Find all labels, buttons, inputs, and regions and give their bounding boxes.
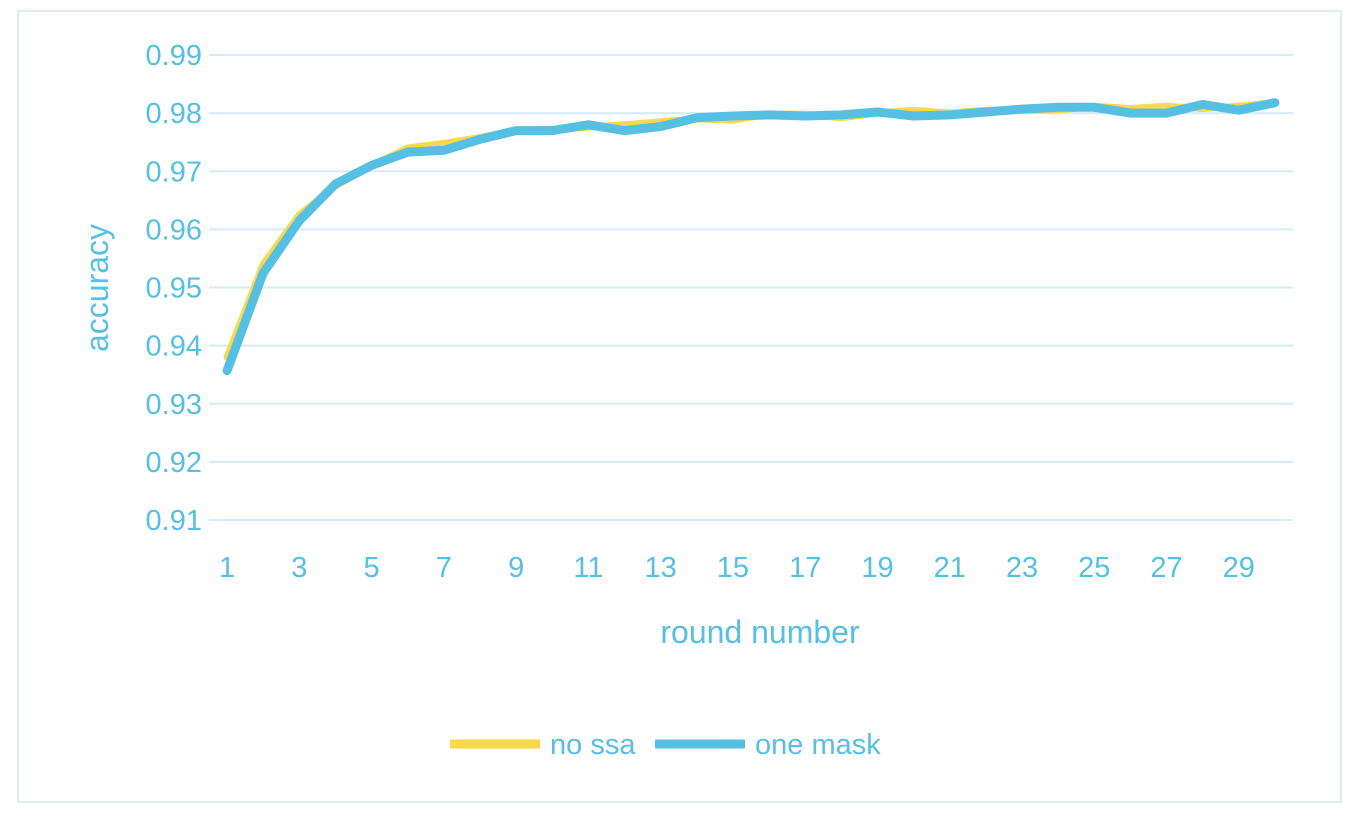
x-tick-label: 13 [645, 552, 677, 584]
x-tick-label: 21 [934, 552, 966, 584]
y-axis-ticks: 0.91 0.92 0.93 0.94 0.95 0.96 0.97 0.98 0.99 [146, 40, 202, 537]
x-tick-label: 25 [1078, 552, 1110, 584]
y-tick-label: 0.97 [146, 156, 202, 188]
x-tick-label: 17 [789, 552, 821, 584]
x-tick-label: 23 [1006, 552, 1038, 584]
x-axis-ticks: 1 3 5 7 9 11 13 15 17 19 21 23 25 27 29 [219, 552, 1255, 584]
y-tick-label: 0.96 [146, 214, 202, 246]
x-tick-label: 29 [1223, 552, 1255, 584]
y-tick-label: 0.92 [146, 447, 202, 479]
legend-label-one-mask: one mask [755, 729, 881, 761]
x-tick-label: 15 [717, 552, 749, 584]
y-axis-title: accuracy [79, 224, 115, 352]
x-tick-label: 7 [436, 552, 452, 584]
x-tick-label: 3 [291, 552, 307, 584]
y-tick-label: 0.98 [146, 98, 202, 130]
y-tick-label: 0.94 [146, 331, 202, 363]
series-lines [222, 98, 1280, 376]
series-line-one-mask [222, 98, 1280, 376]
x-tick-label: 11 [573, 552, 603, 584]
x-axis-title: round number [660, 614, 860, 650]
x-tick-label: 1 [219, 552, 235, 584]
x-tick-label: 9 [508, 552, 524, 584]
x-tick-label: 5 [364, 552, 380, 584]
y-tick-label: 0.93 [146, 389, 202, 421]
legend-label-no-ssa: no ssa [550, 729, 636, 761]
chart-frame [17, 10, 1342, 803]
legend: no ssa one mask [450, 729, 881, 761]
y-tick-label: 0.99 [146, 40, 202, 72]
gridlines [209, 54, 1293, 521]
x-tick-label: 19 [861, 552, 893, 584]
y-tick-label: 0.95 [146, 273, 202, 305]
y-tick-label: 0.91 [146, 505, 202, 537]
x-tick-label: 27 [1150, 552, 1182, 584]
